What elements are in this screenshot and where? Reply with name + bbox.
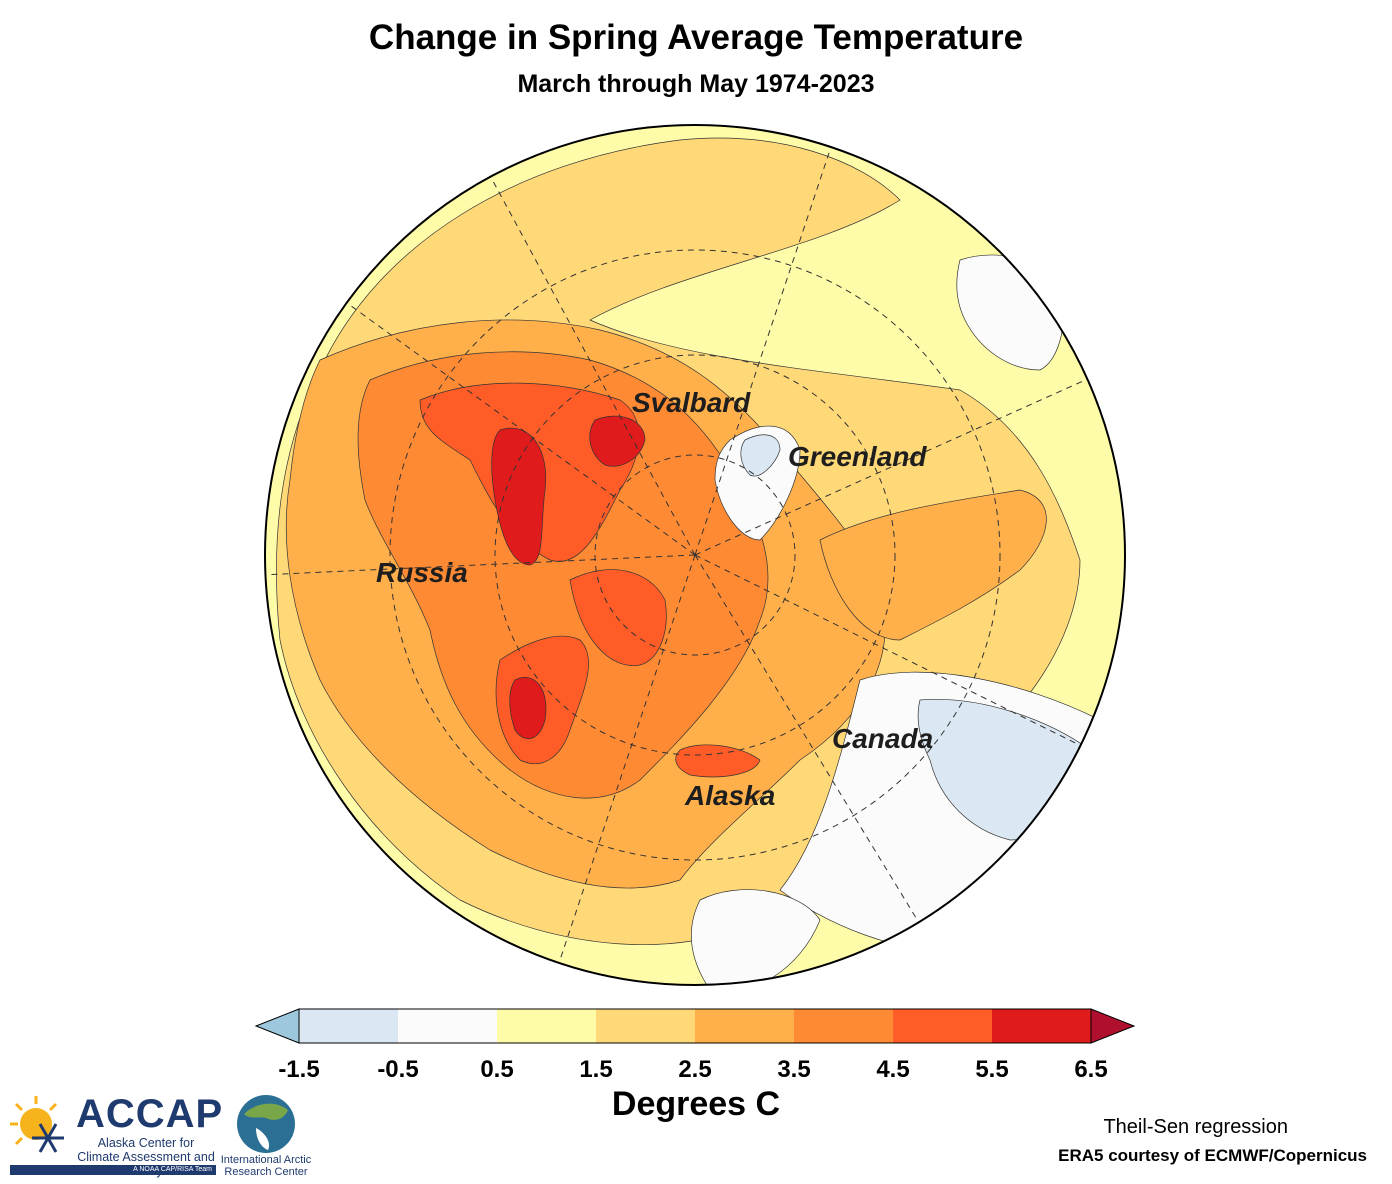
map-subtitle: March through May 1974-2023 xyxy=(517,70,875,98)
polar-temperature-map: Svalbard Greenland Russia Canada Alaska xyxy=(264,124,1126,986)
colorbar-bin xyxy=(992,1009,1091,1043)
colorbar-bin xyxy=(794,1009,893,1043)
colorbar-under-arrow xyxy=(254,1008,300,1044)
label-russia: Russia xyxy=(376,557,468,588)
contour-5-5-c xyxy=(509,677,547,740)
contour-5-5 xyxy=(491,427,547,566)
colorbar-bin xyxy=(596,1009,695,1043)
colorbar-tick-label: 1.5 xyxy=(579,1056,612,1083)
contour-near-zero-pacific xyxy=(690,889,821,985)
contour-near-zero-greenland xyxy=(714,425,801,541)
map-title: Change in Spring Average Temperature xyxy=(368,18,1024,57)
colorbar-bin xyxy=(398,1009,497,1043)
contour-5-5-b xyxy=(589,415,646,467)
colorbar-tick-label: 5.5 xyxy=(975,1056,1008,1083)
colorbar-tick-label: 4.5 xyxy=(876,1056,909,1083)
label-canada: Canada xyxy=(832,723,933,754)
colorbar-bin xyxy=(299,1009,398,1043)
colorbar-bin xyxy=(695,1009,794,1043)
colorbar-bin xyxy=(893,1009,992,1043)
graticule xyxy=(265,125,1125,985)
iarc-logo: International Arctic Research Center xyxy=(216,1092,316,1182)
label-alaska: Alaska xyxy=(684,780,775,811)
colorbar-tick-label: -1.5 xyxy=(278,1056,319,1083)
accap-bar: A NOAA CAP/RISA Team xyxy=(10,1165,216,1175)
colorbar-units: Degrees C xyxy=(611,1085,781,1123)
contour-neg-greenland xyxy=(740,434,781,477)
colorbar-over-arrow xyxy=(1090,1008,1136,1044)
accap-logo: ACCAP Alaska Center for Climate Assessme… xyxy=(6,1092,224,1178)
label-greenland: Greenland xyxy=(788,441,927,472)
accap-wordmark: ACCAP xyxy=(76,1092,224,1136)
map-boundary xyxy=(264,124,1126,986)
globe-icon xyxy=(237,1095,295,1153)
colorbar-tick-label: 2.5 xyxy=(678,1056,711,1083)
contour-5-5-d xyxy=(675,744,761,778)
label-svalbard: Svalbard xyxy=(632,387,751,418)
colorbar: -1.5 -0.5 0.5 1.5 2.5 3.5 4.5 5.5 6.5 xyxy=(254,1008,1136,1083)
contour-3-5 xyxy=(357,351,769,799)
data-credit: ERA5 courtesy of ECMWF/Copernicus xyxy=(1058,1146,1367,1165)
colorbar-tick-label: 0.5 xyxy=(480,1056,513,1083)
contour-greenland xyxy=(819,489,1047,641)
contour-4-5-c xyxy=(569,569,667,666)
method-note: Theil-Sen regression xyxy=(1103,1116,1288,1138)
iarc-name: International Arctic Research Center xyxy=(220,1154,312,1178)
colorbar-tick-label: 3.5 xyxy=(777,1056,810,1083)
colorbar-tick-label: -0.5 xyxy=(377,1056,418,1083)
colorbar-bin xyxy=(497,1009,596,1043)
sun-snowflake-icon xyxy=(10,1096,64,1153)
colorbar-tick-label: 6.5 xyxy=(1074,1056,1107,1083)
